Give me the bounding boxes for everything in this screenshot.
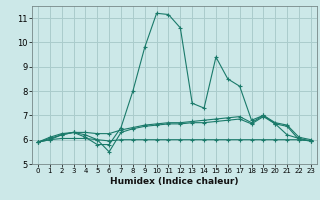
X-axis label: Humidex (Indice chaleur): Humidex (Indice chaleur): [110, 177, 239, 186]
